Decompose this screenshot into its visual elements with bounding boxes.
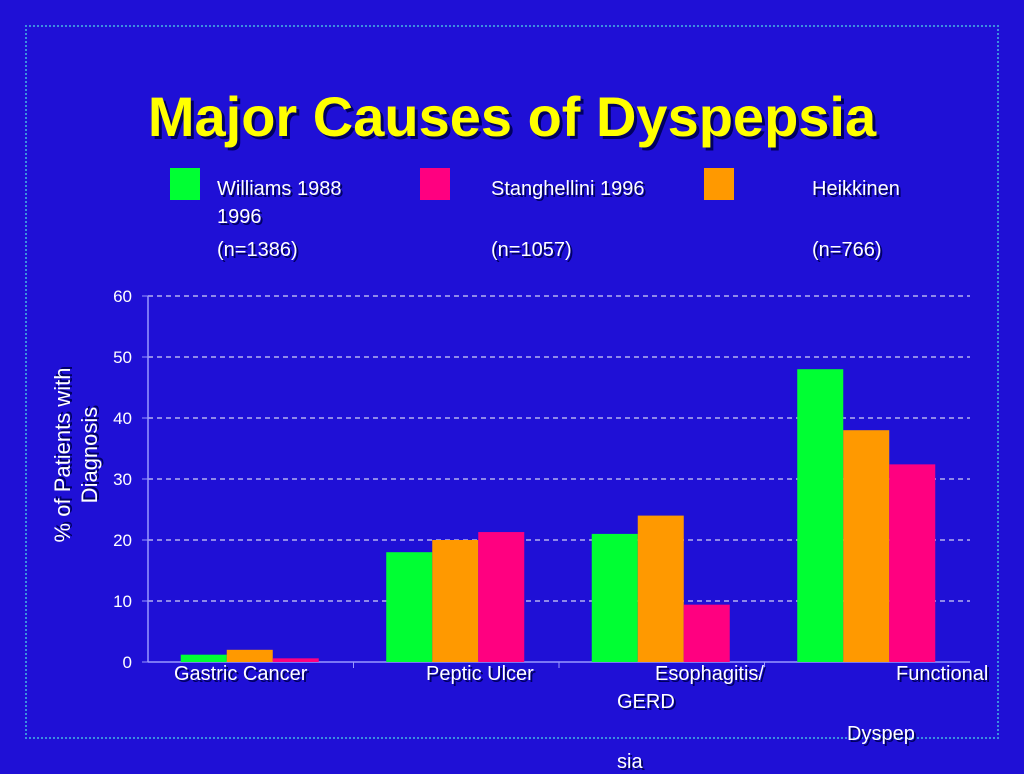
legend-label-stanghellini: Stanghellini 1996 bbox=[491, 178, 645, 200]
y-tick-label-0: 0 bbox=[123, 653, 132, 672]
bar-s1-c3 bbox=[843, 430, 890, 662]
bar-s1-c0 bbox=[226, 649, 273, 662]
bar-s0-c3 bbox=[797, 369, 844, 662]
bar-s2-c0 bbox=[272, 658, 319, 662]
legend-swatch-williams bbox=[170, 168, 200, 200]
y-tick-label-60: 60 bbox=[113, 287, 132, 306]
bar-s2-c1 bbox=[478, 532, 525, 662]
legend-swatch-heikkinen bbox=[704, 168, 734, 200]
bar-s0-c1 bbox=[386, 552, 433, 662]
y-tick-label-40: 40 bbox=[113, 409, 132, 428]
y-tick-label-10: 10 bbox=[113, 592, 132, 611]
bar-s2-c2 bbox=[683, 604, 730, 662]
slide-frame bbox=[25, 25, 999, 739]
bar-s0-c2 bbox=[591, 533, 638, 662]
y-tick-label-20: 20 bbox=[113, 531, 132, 550]
category-label-sia: sia bbox=[617, 751, 643, 773]
legend-label-williams: Williams 1988 bbox=[217, 178, 342, 200]
slide-title: Major Causes of Dyspepsia bbox=[147, 85, 877, 148]
legend-wrap-year: 1996 bbox=[217, 206, 262, 228]
category-label-functional: Functional bbox=[896, 663, 989, 685]
y-tick-label-50: 50 bbox=[113, 348, 132, 367]
legend-n-heikkinen: (n=766) bbox=[812, 239, 882, 261]
legend-swatch-stanghellini bbox=[420, 168, 450, 200]
legend-n-williams: (n=1386) bbox=[217, 239, 298, 261]
bar-s1-c2 bbox=[637, 515, 684, 662]
legend-n-stanghellini: (n=1057) bbox=[491, 239, 572, 261]
category-label-peptic-ulcer: Peptic Ulcer bbox=[426, 663, 534, 685]
bar-s0-c0 bbox=[180, 654, 227, 662]
category-label-gastric-cancer: Gastric Cancer bbox=[174, 663, 308, 685]
category-label-dyspep: Dyspep bbox=[847, 723, 915, 745]
y-tick-label-30: 30 bbox=[113, 470, 132, 489]
bar-s1-c1 bbox=[432, 540, 479, 662]
legend-label-heikkinen: Heikkinen bbox=[812, 178, 900, 200]
bar-s2-c3 bbox=[889, 464, 936, 662]
category-label-gerd: GERD bbox=[617, 691, 675, 713]
category-label-esophagitis: Esophagitis/ bbox=[655, 663, 764, 685]
